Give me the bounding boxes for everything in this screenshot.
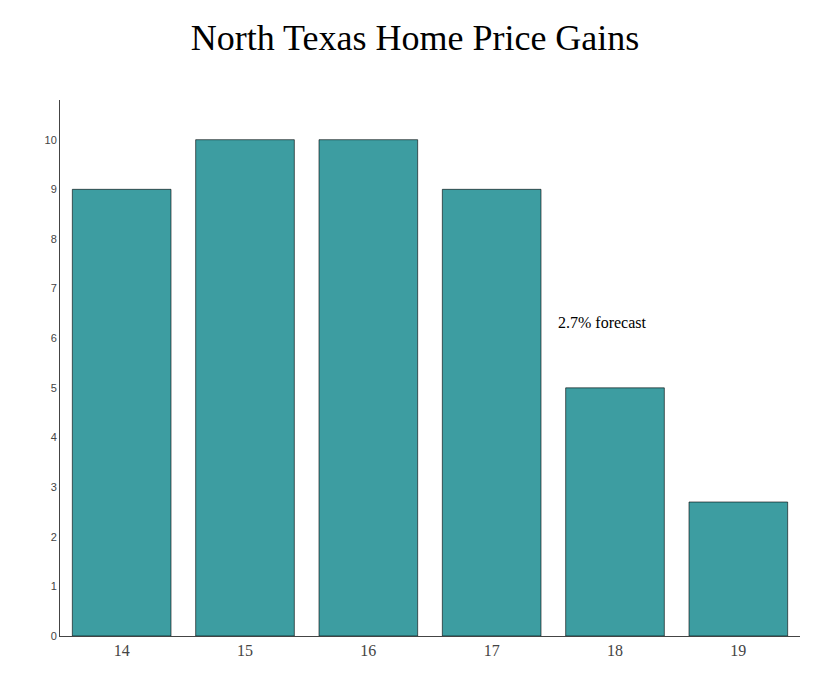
- svg-text:9: 9: [51, 183, 57, 195]
- svg-text:8: 8: [51, 233, 57, 245]
- svg-text:6: 6: [51, 332, 57, 344]
- svg-text:18: 18: [607, 642, 623, 659]
- svg-text:2.7% forecast: 2.7% forecast: [558, 314, 647, 331]
- svg-text:North Texas Home Price Gains: North Texas Home Price Gains: [191, 18, 640, 58]
- svg-text:10: 10: [45, 134, 57, 146]
- svg-text:3: 3: [51, 481, 57, 493]
- svg-text:1: 1: [51, 580, 57, 592]
- svg-text:16: 16: [360, 642, 376, 659]
- svg-text:7: 7: [51, 282, 57, 294]
- svg-text:2: 2: [51, 531, 57, 543]
- svg-text:19: 19: [730, 642, 746, 659]
- svg-text:17: 17: [484, 642, 500, 659]
- svg-text:4: 4: [51, 431, 57, 443]
- svg-text:5: 5: [51, 382, 57, 394]
- svg-text:15: 15: [237, 642, 253, 659]
- svg-text:0: 0: [51, 630, 57, 642]
- svg-text:14: 14: [114, 642, 130, 659]
